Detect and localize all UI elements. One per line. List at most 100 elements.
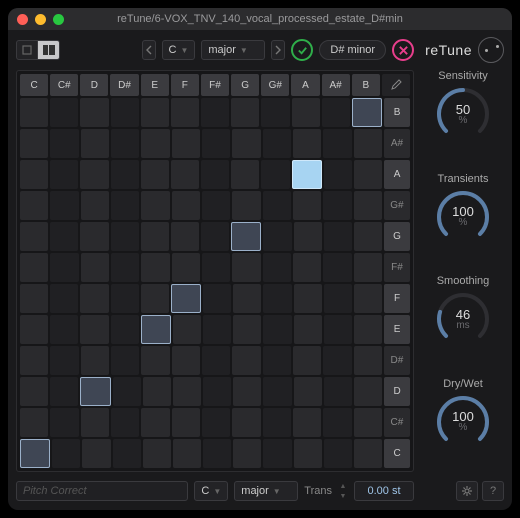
grid-cell[interactable]: [232, 253, 260, 282]
grid-cell[interactable]: [82, 439, 110, 468]
grid-cell[interactable]: [263, 439, 291, 468]
grid-cell[interactable]: [292, 98, 320, 127]
grid-cell[interactable]: [263, 284, 291, 313]
grid-cell[interactable]: [50, 346, 78, 375]
grid-cell[interactable]: [201, 222, 229, 251]
grid-cell[interactable]: [293, 408, 321, 437]
grid-cell[interactable]: [111, 129, 139, 158]
grid-cell[interactable]: [294, 377, 322, 406]
grid-cell[interactable]: [111, 191, 139, 220]
col-header-C[interactable]: C: [20, 74, 48, 96]
close-dot[interactable]: [17, 14, 28, 25]
grid-cell[interactable]: [324, 222, 352, 251]
grid-cell[interactable]: [141, 160, 169, 189]
grid-cell[interactable]: [173, 439, 201, 468]
grid-cell[interactable]: [233, 377, 261, 406]
view-tab-list[interactable]: [16, 40, 38, 60]
grid-cell[interactable]: [20, 439, 50, 468]
grid-cell[interactable]: [354, 253, 382, 282]
grid-cell[interactable]: [50, 253, 78, 282]
grid-cell[interactable]: [294, 315, 322, 344]
grid-cell[interactable]: [292, 160, 322, 189]
grid-cell[interactable]: [50, 129, 78, 158]
grid-cell[interactable]: [261, 160, 289, 189]
grid-cell[interactable]: [141, 222, 169, 251]
knob-dial[interactable]: 46ms: [435, 291, 491, 347]
grid-cell[interactable]: [202, 129, 230, 158]
grid-cell[interactable]: [233, 284, 261, 313]
grid-cell[interactable]: [111, 408, 139, 437]
grid-cell[interactable]: [113, 377, 141, 406]
settings-button[interactable]: [456, 481, 478, 501]
knob-dial[interactable]: 50%: [435, 86, 491, 142]
grid-cell[interactable]: [141, 284, 169, 313]
grid-cell[interactable]: [323, 191, 351, 220]
col-header-G[interactable]: G: [231, 74, 259, 96]
grid-cell[interactable]: [263, 408, 291, 437]
grid-cell[interactable]: [113, 439, 141, 468]
grid-cell[interactable]: [81, 408, 109, 437]
root-note-select[interactable]: C ▼: [162, 40, 196, 60]
grid-cell[interactable]: [232, 408, 260, 437]
prev-preset-button[interactable]: [142, 40, 156, 60]
grid-cell[interactable]: [50, 98, 78, 127]
grid-cell[interactable]: [141, 191, 169, 220]
grid-cell[interactable]: [141, 253, 169, 282]
grid-cell[interactable]: [354, 377, 382, 406]
grid-cell[interactable]: [20, 377, 48, 406]
grid-cell[interactable]: [354, 191, 382, 220]
col-header-D[interactable]: D: [80, 74, 108, 96]
grid-cell[interactable]: [50, 315, 78, 344]
grid-cell[interactable]: [323, 253, 351, 282]
grid-cell[interactable]: [81, 191, 109, 220]
grid-cell[interactable]: [202, 408, 230, 437]
grid-cell[interactable]: [172, 129, 200, 158]
grid-cell[interactable]: [294, 284, 322, 313]
reject-scale-button[interactable]: [392, 39, 414, 61]
grid-cell[interactable]: [111, 315, 139, 344]
grid-cell[interactable]: [143, 377, 171, 406]
col-header-Csharp[interactable]: C#: [50, 74, 78, 96]
grid-cell[interactable]: [324, 439, 352, 468]
grid-cell[interactable]: [354, 284, 382, 313]
grid-cell[interactable]: [324, 284, 352, 313]
col-header-Gsharp[interactable]: G#: [261, 74, 289, 96]
accept-scale-button[interactable]: [291, 39, 313, 61]
grid-cell[interactable]: [111, 284, 139, 313]
grid-cell[interactable]: [324, 315, 352, 344]
grid-cell[interactable]: [323, 408, 351, 437]
row-header-Dsharp[interactable]: D#: [384, 346, 410, 375]
grid-cell[interactable]: [203, 439, 231, 468]
grid-cell[interactable]: [141, 315, 171, 344]
grid-cell[interactable]: [354, 160, 382, 189]
grid-cell[interactable]: [141, 98, 169, 127]
grid-cell[interactable]: [50, 191, 78, 220]
zoom-dot[interactable]: [53, 14, 64, 25]
row-header-Csharp[interactable]: C#: [384, 408, 410, 437]
grid-cell[interactable]: [111, 160, 139, 189]
grid-cell[interactable]: [141, 129, 169, 158]
grid-cell[interactable]: [50, 377, 78, 406]
grid-cell[interactable]: [81, 346, 109, 375]
grid-cell[interactable]: [202, 346, 230, 375]
grid-cell[interactable]: [232, 346, 260, 375]
grid-cell[interactable]: [52, 439, 80, 468]
grid-cell[interactable]: [231, 222, 261, 251]
grid-cell[interactable]: [50, 160, 78, 189]
row-header-B[interactable]: B: [384, 98, 410, 127]
grid-cell[interactable]: [263, 129, 291, 158]
row-header-Asharp[interactable]: A#: [384, 129, 410, 158]
grid-cell[interactable]: [143, 439, 171, 468]
transpose-up[interactable]: ▲: [338, 481, 348, 491]
row-header-A[interactable]: A: [384, 160, 410, 189]
transpose-value[interactable]: 0.00 st: [354, 481, 414, 501]
grid-cell[interactable]: [233, 439, 261, 468]
transpose-down[interactable]: ▼: [338, 491, 348, 501]
grid-cell[interactable]: [20, 253, 48, 282]
grid-cell[interactable]: [171, 98, 199, 127]
grid-cell[interactable]: [20, 408, 48, 437]
grid-cell[interactable]: [263, 191, 291, 220]
grid-cell[interactable]: [354, 439, 382, 468]
grid-cell[interactable]: [354, 408, 382, 437]
knob-dial[interactable]: 100%: [435, 394, 491, 450]
